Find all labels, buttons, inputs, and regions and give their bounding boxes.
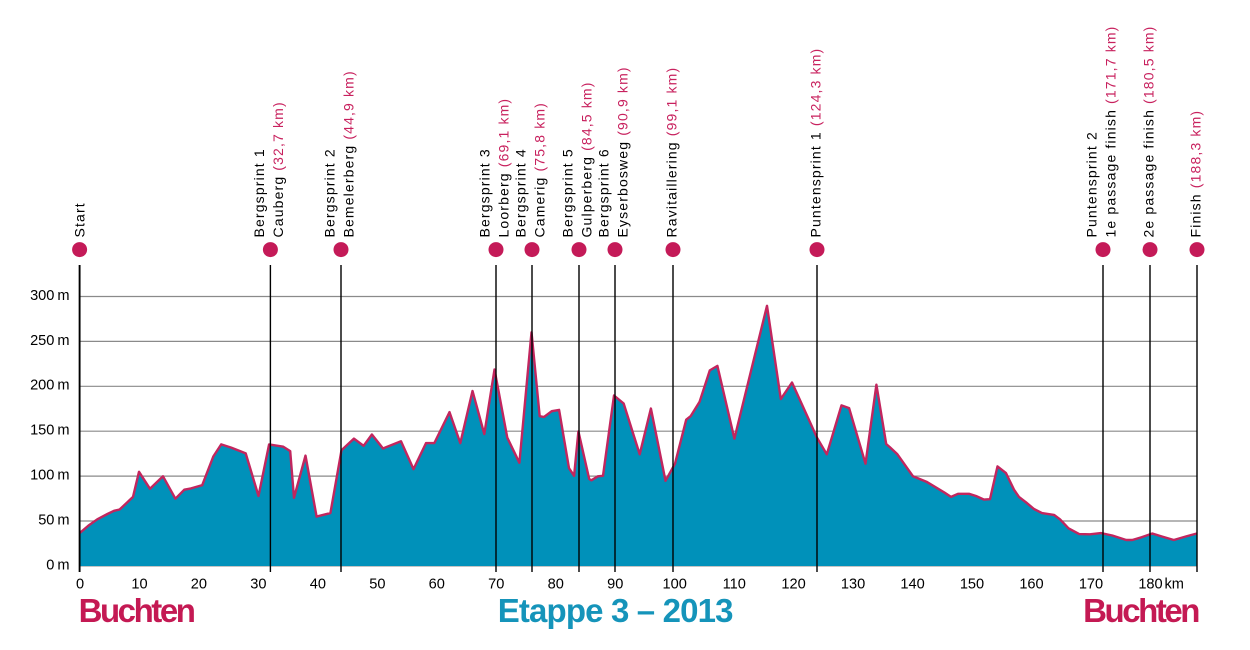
svg-text:Bemelerberg (44,9 km): Bemelerberg (44,9 km) xyxy=(341,70,357,237)
svg-text:140: 140 xyxy=(900,577,924,593)
svg-text:Etappe 3 – 2013: Etappe 3 – 2013 xyxy=(498,592,733,629)
svg-text:Start: Start xyxy=(72,202,88,237)
svg-text:Loorberg (69,1 km): Loorberg (69,1 km) xyxy=(496,98,512,238)
svg-text:Finish (188,3 km): Finish (188,3 km) xyxy=(1187,110,1203,238)
svg-text:0 m: 0 m xyxy=(46,557,69,573)
svg-text:130: 130 xyxy=(841,577,865,593)
svg-text:120: 120 xyxy=(781,577,805,593)
svg-text:110: 110 xyxy=(723,577,746,593)
svg-text:Bergsprint 4: Bergsprint 4 xyxy=(513,148,529,237)
svg-text:30: 30 xyxy=(250,577,266,593)
svg-text:150 m: 150 m xyxy=(30,423,69,439)
svg-text:Gulperberg (84,5 km): Gulperberg (84,5 km) xyxy=(579,81,595,237)
svg-text:km: km xyxy=(1165,577,1184,593)
svg-text:Bergsprint 1: Bergsprint 1 xyxy=(251,148,267,237)
svg-text:100 m: 100 m xyxy=(30,468,69,484)
svg-text:Puntensprint 2: Puntensprint 2 xyxy=(1084,131,1100,237)
svg-text:250 m: 250 m xyxy=(30,333,69,349)
svg-text:70: 70 xyxy=(488,577,504,593)
svg-text:170: 170 xyxy=(1079,577,1103,593)
svg-text:Bergsprint 5: Bergsprint 5 xyxy=(560,148,576,237)
svg-text:2e passage finish (180,5 km): 2e passage finish (180,5 km) xyxy=(1140,26,1156,238)
svg-text:180: 180 xyxy=(1138,577,1162,593)
svg-text:20: 20 xyxy=(191,577,207,593)
svg-text:Puntensprint 1 (124,3 km): Puntensprint 1 (124,3 km) xyxy=(807,48,823,238)
svg-text:150: 150 xyxy=(960,577,984,593)
svg-text:Bergsprint 2: Bergsprint 2 xyxy=(322,148,338,237)
svg-text:60: 60 xyxy=(429,577,445,593)
svg-text:Camerig (75,8 km): Camerig (75,8 km) xyxy=(532,102,548,237)
svg-text:160: 160 xyxy=(1019,577,1043,593)
svg-text:Bergsprint 6: Bergsprint 6 xyxy=(596,148,612,237)
svg-text:0: 0 xyxy=(76,577,84,593)
svg-text:100: 100 xyxy=(663,577,687,593)
svg-text:10: 10 xyxy=(131,577,147,593)
svg-text:1e passage finish (171,7 km): 1e passage finish (171,7 km) xyxy=(1103,26,1119,238)
svg-text:Eyserbosweg (90,9 km): Eyserbosweg (90,9 km) xyxy=(615,66,631,237)
svg-text:50 m: 50 m xyxy=(38,512,69,528)
svg-text:50: 50 xyxy=(369,577,385,593)
svg-text:Ravitaillering (99,1 km): Ravitaillering (99,1 km) xyxy=(663,67,679,238)
svg-text:90: 90 xyxy=(607,577,623,593)
svg-text:Buchten: Buchten xyxy=(1083,592,1199,629)
svg-text:40: 40 xyxy=(310,577,326,593)
svg-text:300 m: 300 m xyxy=(30,288,69,304)
svg-text:Buchten: Buchten xyxy=(79,592,195,629)
svg-text:80: 80 xyxy=(548,577,564,593)
svg-text:Cauberg (32,7 km): Cauberg (32,7 km) xyxy=(270,101,286,237)
svg-text:Bergsprint 3: Bergsprint 3 xyxy=(477,148,493,237)
svg-text:200 m: 200 m xyxy=(30,378,69,394)
